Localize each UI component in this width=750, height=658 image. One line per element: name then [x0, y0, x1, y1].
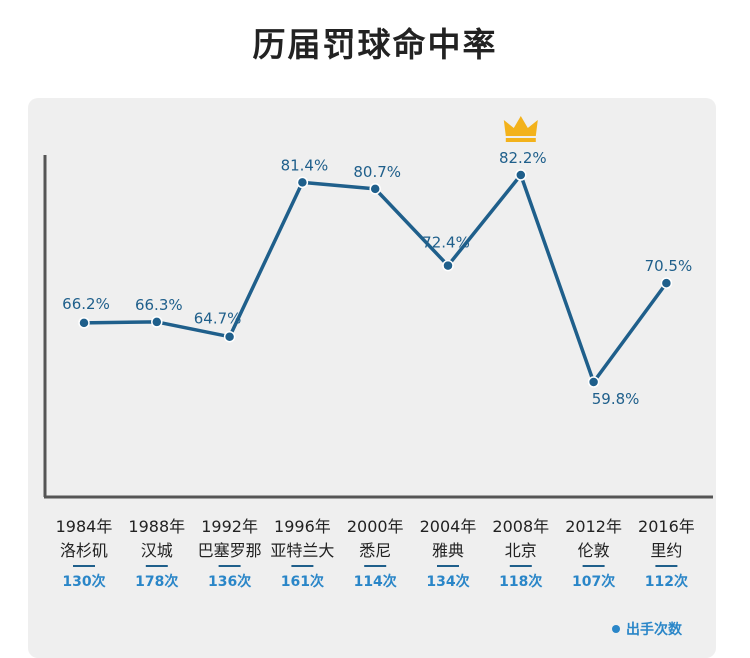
series-line: [83, 173, 668, 384]
tick-label-city: 亚特兰大: [270, 541, 334, 560]
tick-label-city: 汉城: [141, 541, 173, 560]
tick-label-city: 雅典: [432, 541, 464, 560]
tick-label-year: 2016年: [638, 517, 695, 536]
chart-title: 历届罚球命中率: [252, 25, 498, 64]
tick-label-city: 北京: [505, 541, 537, 560]
attempts-label: 107次: [572, 573, 615, 590]
attempts-label: 114次: [354, 573, 397, 590]
tick-label-city: 里约: [650, 541, 682, 560]
legend: 出手次数: [612, 619, 682, 639]
crown-base-icon: [505, 138, 536, 142]
data-label: 82.2%: [499, 149, 547, 167]
data-point: [151, 316, 163, 328]
attempts-label: 161次: [281, 573, 324, 590]
legend-label: 出手次数: [626, 622, 682, 638]
data-label: 66.2%: [62, 295, 110, 313]
tick-label-year: 2008年: [492, 517, 549, 536]
tick-label-city: 悉尼: [359, 541, 391, 560]
attempts-label: 118次: [499, 573, 542, 590]
data-point: [223, 330, 236, 343]
attempts-label: 112次: [645, 573, 688, 590]
crown-icon: [503, 116, 538, 136]
tick-label-year: 1992年: [201, 517, 258, 536]
tick-label-year: 2012年: [565, 517, 622, 536]
attempts-label: 136次: [208, 573, 251, 590]
data-label: 72.4%: [422, 234, 470, 252]
tick-label-year: 1984年: [56, 517, 113, 536]
data-label: 66.3%: [135, 296, 183, 314]
data-point: [369, 183, 381, 195]
tick-label-year: 2004年: [420, 517, 477, 536]
tick-label-city: 伦敦: [578, 541, 610, 560]
attempts-label: 134次: [426, 573, 469, 590]
legend-dot-icon: [612, 625, 620, 633]
data-label: 59.8%: [592, 390, 640, 408]
tick-label-year: 1996年: [274, 517, 331, 536]
tick-label-city: 巴塞罗那: [198, 541, 262, 560]
data-label: 64.7%: [194, 310, 242, 328]
data-point: [587, 376, 600, 388]
data-point: [296, 176, 309, 189]
attempts-label: 178次: [135, 573, 178, 590]
data-point: [78, 317, 90, 329]
data-point: [515, 169, 527, 181]
data-point: [660, 277, 673, 289]
attempts-label: 130次: [62, 573, 105, 590]
tick-label-city: 洛杉矶: [60, 541, 108, 560]
data-label: 81.4%: [281, 156, 329, 174]
tick-label-year: 1988年: [128, 517, 185, 536]
tick-label-year: 2000年: [347, 517, 404, 536]
data-point: [442, 259, 454, 272]
data-label: 80.7%: [353, 163, 401, 181]
data-label: 70.5%: [645, 257, 693, 275]
